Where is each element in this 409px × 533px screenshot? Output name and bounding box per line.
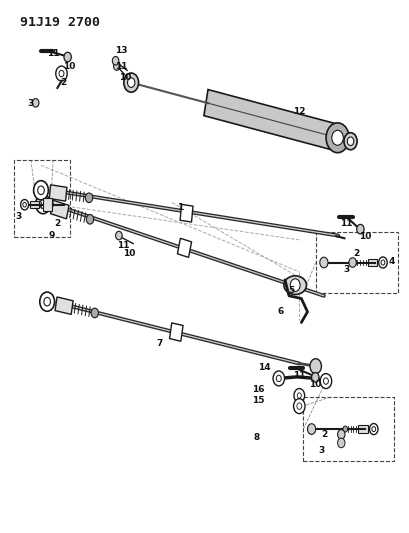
Circle shape (56, 66, 67, 81)
Circle shape (115, 231, 122, 240)
Text: 6: 6 (277, 308, 283, 316)
Text: 12: 12 (292, 108, 305, 116)
Circle shape (124, 73, 138, 92)
Bar (14, 160, 70, 237)
Text: 11: 11 (292, 372, 305, 380)
Circle shape (38, 186, 44, 195)
Circle shape (356, 224, 363, 234)
Polygon shape (357, 425, 367, 433)
Polygon shape (50, 200, 69, 219)
Circle shape (23, 203, 26, 207)
Text: 91J19 2700: 91J19 2700 (20, 16, 100, 29)
Circle shape (40, 200, 46, 208)
Circle shape (85, 193, 92, 203)
Text: 9: 9 (48, 231, 54, 240)
Text: 10: 10 (309, 381, 321, 389)
Circle shape (311, 373, 318, 382)
Text: 2: 2 (320, 430, 326, 439)
Text: 16: 16 (252, 385, 264, 393)
Circle shape (309, 359, 321, 374)
Text: 10: 10 (63, 62, 76, 71)
Circle shape (319, 257, 327, 268)
Circle shape (40, 292, 54, 311)
Circle shape (371, 426, 375, 432)
Text: 3: 3 (318, 446, 324, 455)
Text: 1: 1 (177, 204, 183, 212)
Circle shape (293, 389, 304, 402)
Circle shape (293, 399, 304, 414)
Text: 10: 10 (123, 249, 135, 257)
Text: 10: 10 (358, 232, 370, 240)
Text: 15: 15 (252, 397, 264, 405)
Circle shape (307, 424, 315, 434)
Circle shape (337, 438, 344, 448)
Text: 4: 4 (387, 257, 394, 265)
Circle shape (351, 260, 356, 265)
Circle shape (342, 426, 347, 432)
Circle shape (112, 56, 119, 65)
Text: 5: 5 (287, 286, 294, 295)
Circle shape (127, 78, 135, 87)
Circle shape (378, 257, 386, 268)
Polygon shape (30, 201, 39, 208)
Circle shape (64, 52, 71, 62)
Polygon shape (169, 323, 182, 341)
Circle shape (276, 375, 281, 382)
Circle shape (380, 260, 384, 265)
Circle shape (44, 297, 50, 306)
Polygon shape (203, 90, 339, 151)
Circle shape (296, 403, 301, 409)
Text: 10: 10 (119, 73, 131, 82)
Text: 2: 2 (54, 220, 61, 228)
Circle shape (369, 424, 377, 434)
Text: 3: 3 (27, 100, 34, 108)
Polygon shape (55, 297, 73, 314)
Text: 11: 11 (115, 62, 127, 71)
Circle shape (49, 202, 53, 207)
Circle shape (331, 130, 342, 145)
Text: 3: 3 (342, 265, 349, 273)
Ellipse shape (283, 276, 306, 294)
Circle shape (325, 123, 348, 152)
Circle shape (113, 62, 120, 70)
Text: 7: 7 (156, 340, 163, 348)
Circle shape (32, 99, 39, 107)
Polygon shape (366, 259, 376, 266)
Bar (315, 232, 397, 293)
Text: 13: 13 (115, 46, 127, 55)
Circle shape (337, 430, 344, 439)
Circle shape (86, 214, 94, 224)
Circle shape (346, 137, 353, 146)
Text: 2: 2 (60, 78, 67, 87)
Polygon shape (177, 238, 191, 257)
Text: 14: 14 (258, 364, 270, 372)
Circle shape (59, 70, 64, 77)
Bar (303, 397, 393, 461)
Text: 11: 11 (47, 49, 59, 58)
Text: 2: 2 (353, 249, 359, 257)
Circle shape (297, 393, 301, 398)
Circle shape (34, 181, 48, 200)
Circle shape (348, 257, 355, 267)
Circle shape (36, 195, 50, 214)
Text: 3: 3 (15, 212, 22, 221)
Circle shape (91, 308, 98, 318)
Circle shape (20, 199, 29, 210)
Circle shape (343, 133, 356, 150)
Text: 11: 11 (339, 220, 352, 228)
Circle shape (290, 279, 299, 292)
Text: 8: 8 (252, 433, 259, 441)
Circle shape (272, 371, 284, 386)
Circle shape (319, 374, 331, 389)
Polygon shape (180, 204, 193, 222)
Bar (43, 198, 52, 211)
Circle shape (323, 378, 328, 384)
Polygon shape (49, 185, 67, 201)
Text: 11: 11 (117, 241, 129, 249)
